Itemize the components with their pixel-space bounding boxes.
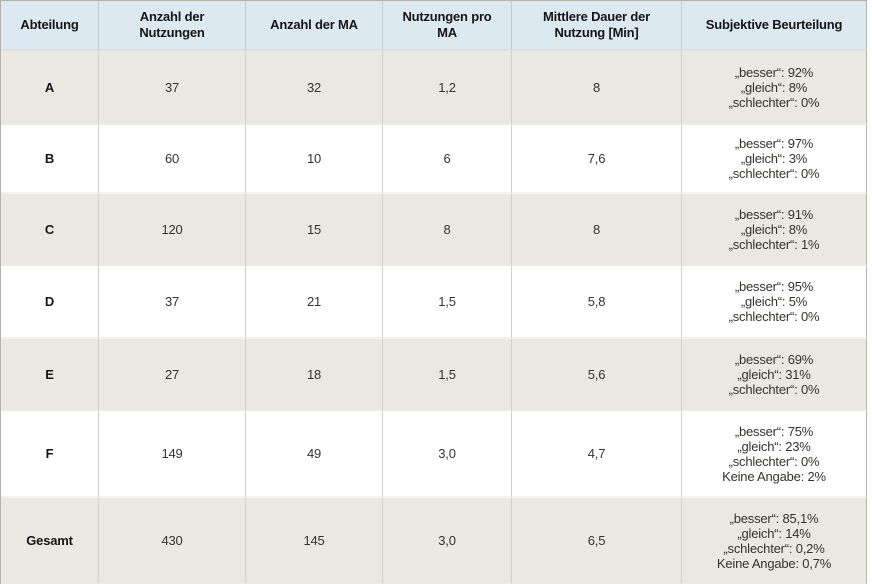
cell-abteilung: C	[1, 194, 99, 266]
header-abteilung: Abteilung	[1, 1, 99, 51]
cell-mittlere-dauer: 5,8	[512, 266, 682, 339]
cell-subjektive-beurteilung: „besser“: 91% „gleich“: 8% „schlechter“:…	[682, 194, 867, 266]
table-row-b: B 60 10 6 7,6 „besser“: 97% „gleich“: 3%…	[1, 125, 867, 194]
cell-mittlere-dauer: 4,7	[512, 411, 682, 498]
cell-abteilung: E	[1, 339, 99, 411]
header-anzahl-ma: Anzahl der MA	[246, 1, 383, 51]
table-row-e: E 27 18 1,5 5,6 „besser“: 69% „gleich“: …	[1, 339, 867, 411]
cell-mittlere-dauer: 8	[512, 51, 682, 125]
cell-anzahl-ma: 145	[246, 498, 383, 584]
cell-nutzungen-pro-ma: 1,5	[383, 339, 512, 411]
cell-mittlere-dauer: 6,5	[512, 498, 682, 584]
cell-anzahl-nutzungen: 120	[99, 194, 246, 266]
header-mittlere-dauer: Mittlere Dauer der Nutzung [Min]	[512, 1, 682, 51]
header-nutzungen-pro-ma: Nutzungen pro MA	[383, 1, 512, 51]
cell-abteilung: B	[1, 125, 99, 194]
table-row-a: A 37 32 1,2 8 „besser“: 92% „gleich“: 8%…	[1, 51, 867, 125]
cell-anzahl-ma: 21	[246, 266, 383, 339]
cell-abteilung: Gesamt	[1, 498, 99, 584]
cell-nutzungen-pro-ma: 1,5	[383, 266, 512, 339]
cell-anzahl-nutzungen: 37	[99, 266, 246, 339]
cell-subjektive-beurteilung: „besser“: 97% „gleich“: 3% „schlechter“:…	[682, 125, 867, 194]
table-row-f: F 149 49 3,0 4,7 „besser“: 75% „gleich“:…	[1, 411, 867, 498]
cell-subjektive-beurteilung: „besser“: 85,1% „gleich“: 14% „schlechte…	[682, 498, 867, 584]
table-row-gesamt: Gesamt 430 145 3,0 6,5 „besser“: 85,1% „…	[1, 498, 867, 584]
cell-nutzungen-pro-ma: 3,0	[383, 498, 512, 584]
cell-subjektive-beurteilung: „besser“: 69% „gleich“: 31% „schlechter“…	[682, 339, 867, 411]
cell-anzahl-ma: 10	[246, 125, 383, 194]
cell-mittlere-dauer: 7,6	[512, 125, 682, 194]
cell-nutzungen-pro-ma: 3,0	[383, 411, 512, 498]
cell-abteilung: F	[1, 411, 99, 498]
cell-nutzungen-pro-ma: 6	[383, 125, 512, 194]
cell-anzahl-ma: 32	[246, 51, 383, 125]
cell-anzahl-nutzungen: 60	[99, 125, 246, 194]
cell-nutzungen-pro-ma: 8	[383, 194, 512, 266]
cell-anzahl-nutzungen: 27	[99, 339, 246, 411]
cell-anzahl-nutzungen: 430	[99, 498, 246, 584]
cell-anzahl-ma: 18	[246, 339, 383, 411]
cell-abteilung: A	[1, 51, 99, 125]
cell-nutzungen-pro-ma: 1,2	[383, 51, 512, 125]
header-subjektive-beurteilung: Subjektive Beurteilung	[682, 1, 867, 51]
cell-mittlere-dauer: 5,6	[512, 339, 682, 411]
cell-mittlere-dauer: 8	[512, 194, 682, 266]
cell-abteilung: D	[1, 266, 99, 339]
table-row-c: C 120 15 8 8 „besser“: 91% „gleich“: 8% …	[1, 194, 867, 266]
cell-anzahl-ma: 15	[246, 194, 383, 266]
cell-anzahl-nutzungen: 149	[99, 411, 246, 498]
cell-subjektive-beurteilung: „besser“: 95% „gleich“: 5% „schlechter“:…	[682, 266, 867, 339]
cell-subjektive-beurteilung: „besser“: 92% „gleich“: 8% „schlechter“:…	[682, 51, 867, 125]
header-anzahl-nutzungen: Anzahl der Nutzungen	[99, 1, 246, 51]
cell-anzahl-nutzungen: 37	[99, 51, 246, 125]
cell-subjektive-beurteilung: „besser“: 75% „gleich“: 23% „schlechter“…	[682, 411, 867, 498]
header-row: Abteilung Anzahl der Nutzungen Anzahl de…	[1, 1, 867, 51]
table-row-d: D 37 21 1,5 5,8 „besser“: 95% „gleich“: …	[1, 266, 867, 339]
cell-anzahl-ma: 49	[246, 411, 383, 498]
